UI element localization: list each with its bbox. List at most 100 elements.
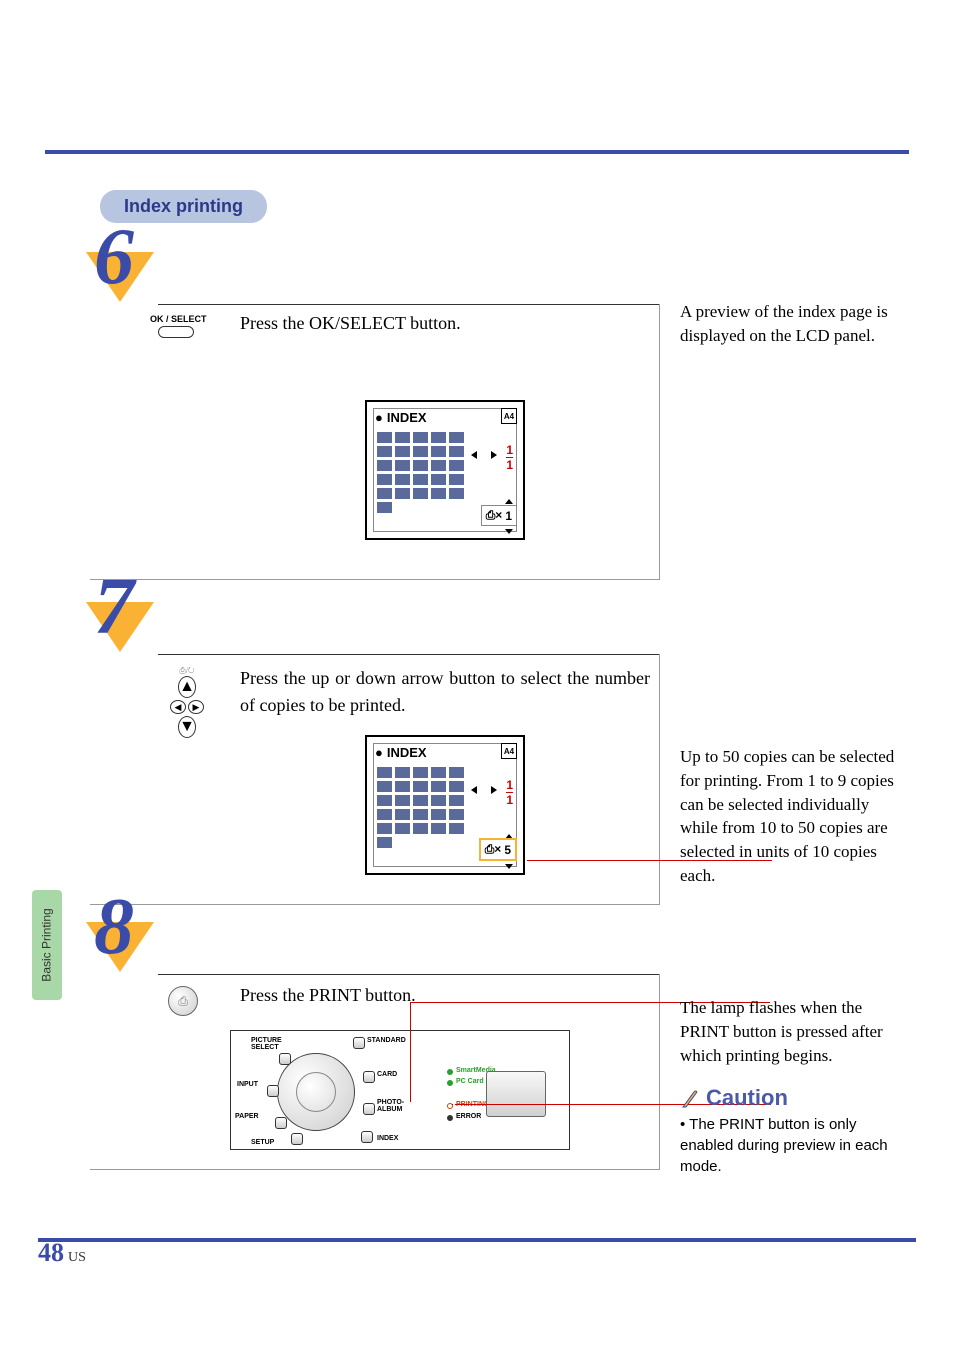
- thumbnail: [413, 823, 428, 834]
- thumbnail: [449, 460, 464, 471]
- led-error: [447, 1115, 453, 1121]
- thumbnail: [377, 795, 392, 806]
- callout-line-8-up: [410, 1002, 411, 1102]
- control-panel-diagram: PICTURESELECT INPUT PAPER SETUP STANDARD…: [230, 1030, 570, 1150]
- thumbnail: [413, 809, 428, 820]
- thumbnail: [431, 767, 446, 778]
- up-button-icon: ▲: [178, 676, 196, 698]
- copies-icon: ⎙×: [486, 508, 503, 523]
- thumbnail: [413, 781, 428, 792]
- step-number: 8: [94, 882, 134, 973]
- thumbnail: [395, 767, 410, 778]
- page-fraction: 1 1: [506, 779, 513, 806]
- lcd-title: ● INDEX: [375, 745, 427, 760]
- callout-line-8a: [452, 1104, 453, 1105]
- paper-size-icon: A4: [501, 743, 517, 759]
- left-right-buttons-icon: ◀▶: [162, 700, 212, 714]
- thumbnail: [431, 446, 446, 457]
- frac-bot: 1: [506, 794, 513, 806]
- thumbnail: [377, 460, 392, 471]
- caution-title-text: Caution: [706, 1083, 788, 1114]
- lcd-title-text: INDEX: [387, 745, 427, 760]
- copies-box: ⎙× 1: [481, 505, 517, 526]
- label-setup: SETUP: [251, 1139, 274, 1146]
- thumbnail: [431, 460, 446, 471]
- thumbnail: [395, 474, 410, 485]
- lcd-title: ● INDEX: [375, 410, 427, 425]
- thumbnail-grid-6: [377, 432, 464, 513]
- label-standard: STANDARD: [367, 1037, 406, 1044]
- copies-value: 5: [504, 843, 511, 857]
- led-pccard: [447, 1080, 453, 1086]
- thumbnail: [377, 837, 392, 848]
- arrow-buttons-icon: ⎙/↻ ▲ ◀▶ ▼: [162, 666, 212, 738]
- thumbnail: [377, 823, 392, 834]
- frac-top: 1: [506, 779, 513, 791]
- thumbnail: [413, 460, 428, 471]
- thumbnail: [431, 432, 446, 443]
- lcd-title-text: INDEX: [387, 410, 427, 425]
- arrow-icon-header: ⎙/↻: [162, 666, 212, 676]
- side-tab: Basic Printing: [32, 890, 62, 1000]
- thumbnail: [413, 432, 428, 443]
- bullet-icon: ●: [375, 410, 383, 425]
- copies-value: 1: [505, 509, 512, 523]
- thumbnail: [377, 432, 392, 443]
- dial-btn-br: [361, 1131, 373, 1143]
- dial-btn-tl: [279, 1053, 291, 1065]
- thumbnail: [377, 809, 392, 820]
- caution-body-text: The PRINT button is only enabled during …: [680, 1116, 888, 1175]
- dial-btn-r2: [363, 1103, 375, 1115]
- thumbnail: [377, 502, 392, 513]
- thumbnail: [377, 488, 392, 499]
- ok-select-label: OK / SELECT: [150, 314, 207, 324]
- thumbnail: [395, 795, 410, 806]
- label-picture-select: PICTURESELECT: [251, 1037, 282, 1051]
- thumbnail: [395, 488, 410, 499]
- thumbnail: [449, 795, 464, 806]
- print-button-graphic: [486, 1071, 546, 1117]
- frac-bot: 1: [506, 459, 513, 471]
- step-number: 7: [94, 562, 134, 653]
- caution-heading: Caution: [680, 1083, 910, 1114]
- dial-btn-r1: [363, 1071, 375, 1083]
- copies-box-highlighted: ⎙× 5: [479, 838, 517, 861]
- thumbnail: [413, 488, 428, 499]
- thumbnail: [449, 488, 464, 499]
- thumbnail: [431, 809, 446, 820]
- label-paper: PAPER: [235, 1113, 259, 1120]
- up-arrow-icon: [505, 499, 513, 504]
- thumbnail-grid-7: [377, 767, 464, 848]
- bullet-icon: ●: [375, 745, 383, 760]
- label-photo-album: PHOTO-ALBUM: [377, 1099, 404, 1113]
- page-number-value: 48: [38, 1238, 64, 1267]
- page-region: US: [68, 1250, 86, 1265]
- ok-select-button-icon: [158, 326, 194, 338]
- thumbnail: [449, 809, 464, 820]
- thumbnail: [449, 446, 464, 457]
- label-index: INDEX: [377, 1135, 398, 1142]
- paper-size-icon: A4: [501, 408, 517, 424]
- label-error: ERROR: [456, 1113, 481, 1120]
- page-fraction: 1 1: [506, 444, 513, 471]
- step-7: 7 ⎙/↻ ▲ ◀▶ ▼ Press the up or down arrow …: [90, 610, 660, 905]
- copies-icon: ⎙×: [485, 842, 502, 857]
- thumbnail: [395, 460, 410, 471]
- thumbnail: [377, 781, 392, 792]
- thumbnail: [431, 488, 446, 499]
- frac-top: 1: [506, 444, 513, 456]
- label-input: INPUT: [237, 1081, 258, 1088]
- step-7-instruction: Press the up or down arrow button to sel…: [240, 665, 650, 719]
- step-8-note: The lamp flashes when the PRINT button i…: [680, 996, 910, 1067]
- step-8: 8 ⎙ Press the PRINT button. PICTURESELEC…: [90, 930, 660, 1170]
- page-number: 48 US: [38, 1238, 86, 1268]
- thumbnail: [395, 446, 410, 457]
- thumbnail: [377, 446, 392, 457]
- thumbnail: [413, 795, 428, 806]
- thumbnail: [449, 474, 464, 485]
- down-button-icon: ▼: [178, 716, 196, 738]
- thumbnail: [431, 795, 446, 806]
- lcd-preview-6: ● INDEX A4 1 1 ⎙× 1: [365, 400, 525, 540]
- left-right-arrows-icon: [471, 454, 497, 456]
- dial-btn-tr: [353, 1037, 365, 1049]
